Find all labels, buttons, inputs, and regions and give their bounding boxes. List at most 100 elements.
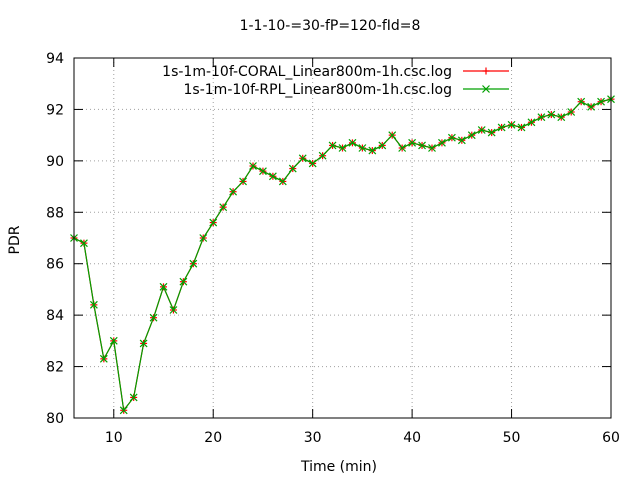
data-point-rpl xyxy=(298,154,307,163)
data-point-rpl xyxy=(308,159,317,168)
marker-stroke xyxy=(537,113,546,122)
marker-stroke xyxy=(239,177,247,186)
y-tick-label: 92 xyxy=(46,102,64,118)
marker-stroke xyxy=(438,138,446,147)
marker-stroke xyxy=(298,154,307,163)
data-point-rpl xyxy=(219,203,228,212)
y-tick-label: 94 xyxy=(46,51,64,67)
data-point-rpl xyxy=(398,144,407,152)
marker-stroke xyxy=(318,151,327,160)
marker-stroke xyxy=(149,313,158,322)
data-point-rpl xyxy=(169,306,178,314)
marker-stroke xyxy=(268,172,277,181)
marker-stroke xyxy=(199,234,208,242)
data-point-rpl xyxy=(537,113,546,122)
marker-stroke xyxy=(527,118,536,127)
marker-stroke xyxy=(179,277,188,286)
marker-stroke xyxy=(547,110,556,119)
data-point-rpl xyxy=(149,313,158,322)
marker-stroke xyxy=(209,218,218,227)
marker-stroke xyxy=(229,187,238,196)
plot-frame xyxy=(73,57,612,419)
data-point-rpl xyxy=(428,144,436,152)
data-point-rpl xyxy=(487,128,496,137)
x-tick-label: 60 xyxy=(602,430,620,446)
x-tick-label: 30 xyxy=(304,430,322,446)
data-point-rpl xyxy=(597,97,605,106)
data-point-rpl xyxy=(318,151,327,160)
marker-stroke xyxy=(567,108,576,116)
x-tick-label: 10 xyxy=(105,430,123,446)
marker-stroke xyxy=(587,102,596,111)
marker-stroke xyxy=(219,203,228,212)
legend-marker-coral xyxy=(482,67,490,75)
data-point-rpl xyxy=(527,118,536,127)
data-point-rpl xyxy=(209,218,218,227)
series-layer xyxy=(70,95,615,415)
data-point-rpl xyxy=(80,239,88,248)
marker-stroke xyxy=(597,97,605,106)
marker-stroke xyxy=(447,133,456,142)
data-point-rpl xyxy=(189,259,198,268)
marker-stroke xyxy=(408,138,417,147)
marker-stroke xyxy=(80,239,88,248)
y-tick-label: 82 xyxy=(46,360,64,376)
data-point-rpl xyxy=(418,141,426,150)
data-point-rpl xyxy=(239,177,247,186)
data-point-rpl xyxy=(408,138,417,147)
marker-stroke xyxy=(577,97,586,106)
y-tick-label: 80 xyxy=(46,411,64,427)
marker-stroke xyxy=(517,123,526,132)
marker-stroke xyxy=(388,131,397,140)
marker-stroke xyxy=(497,123,506,132)
marker-stroke xyxy=(398,144,407,152)
data-point-rpl xyxy=(577,97,586,106)
grid-lines xyxy=(74,58,611,418)
axes xyxy=(74,57,612,419)
data-point-rpl xyxy=(99,354,108,363)
marker-stroke xyxy=(308,159,317,168)
marker-stroke xyxy=(418,141,426,150)
data-point-rpl xyxy=(358,144,367,152)
chart-title: 1-1-10-=30-fP=120-fId=8 xyxy=(240,18,421,34)
legend-marker-rpl xyxy=(482,85,490,93)
marker-stroke xyxy=(139,339,148,348)
data-point-rpl xyxy=(199,234,208,242)
data-point-rpl xyxy=(368,146,377,155)
marker-stroke xyxy=(259,167,267,176)
marker-stroke xyxy=(89,300,98,309)
marker-stroke xyxy=(482,85,490,93)
marker-stroke xyxy=(328,141,337,150)
data-point-rpl xyxy=(497,123,506,132)
marker-stroke xyxy=(129,393,138,402)
data-point-rpl xyxy=(159,282,168,291)
marker-stroke xyxy=(358,144,367,152)
data-point-rpl xyxy=(328,141,337,150)
x-tick-label: 50 xyxy=(503,430,521,446)
data-point-rpl xyxy=(378,141,387,150)
data-point-rpl xyxy=(139,339,148,348)
data-point-rpl xyxy=(447,133,456,142)
data-point-rpl xyxy=(517,123,526,132)
data-point-rpl xyxy=(467,131,476,140)
data-point-rpl xyxy=(348,138,357,147)
marker-stroke xyxy=(467,131,476,140)
y-axis-label: PDR xyxy=(7,225,23,254)
data-point-rpl xyxy=(338,144,347,152)
data-point-rpl xyxy=(119,406,128,415)
data-point-rpl xyxy=(129,393,138,402)
data-point-rpl xyxy=(229,187,238,196)
data-point-rpl xyxy=(438,138,446,147)
tick-labels: 80 82 84 86 88 90 92 94 10 20 30 40 50 60 xyxy=(46,51,620,446)
marker-stroke xyxy=(109,336,118,345)
marker-stroke xyxy=(119,406,128,415)
marker-stroke xyxy=(557,113,566,122)
data-point-rpl xyxy=(249,162,257,170)
marker-stroke xyxy=(368,146,377,155)
legend-label-rpl: 1s-1m-10f-RPL_Linear800m-1h.csc.log xyxy=(184,82,452,98)
marker-stroke xyxy=(507,120,516,129)
marker-stroke xyxy=(378,141,387,150)
data-point-rpl xyxy=(567,108,576,116)
data-point-rpl xyxy=(259,167,267,176)
data-point-rpl xyxy=(278,177,287,186)
